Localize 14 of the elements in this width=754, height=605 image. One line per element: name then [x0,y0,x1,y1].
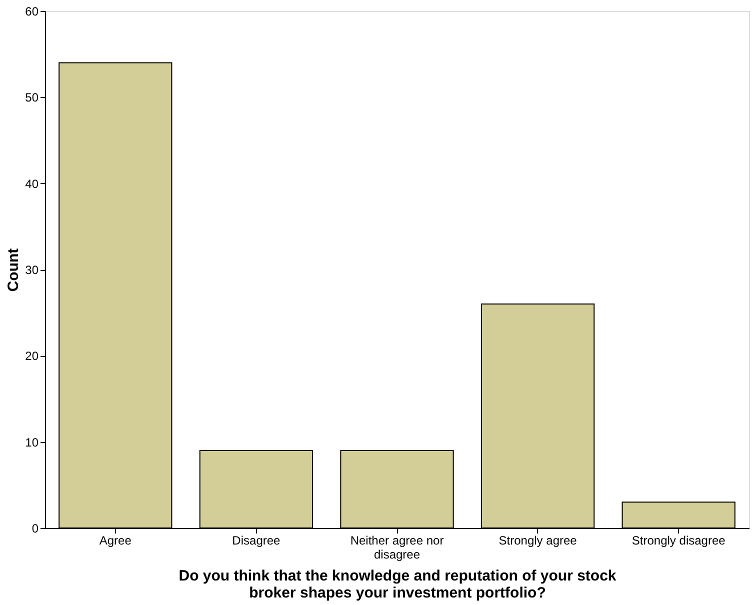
y-axis-title: Count [5,248,22,292]
x-tick-label: Agree [99,534,132,548]
y-tick-label: 30 [25,263,39,277]
y-tick-label: 50 [25,90,39,105]
y-tick-label: 60 [25,4,39,18]
y-tick-label: 0 [32,522,39,536]
x-tick-label: Disagree [232,534,281,548]
y-tick-label: 10 [25,435,39,450]
x-tick-label: Strongly disagree [632,534,726,548]
x-tick-label: Neither agree nor disagree [350,534,444,562]
y-tick-label: 40 [25,176,39,191]
y-tick-label: 20 [25,349,39,364]
x-tick-label: Strongly agree [498,534,578,548]
x-axis-title: Do you think that the knowledge and reputation of your stock broker shapes your investment portfolio? [178,568,617,602]
